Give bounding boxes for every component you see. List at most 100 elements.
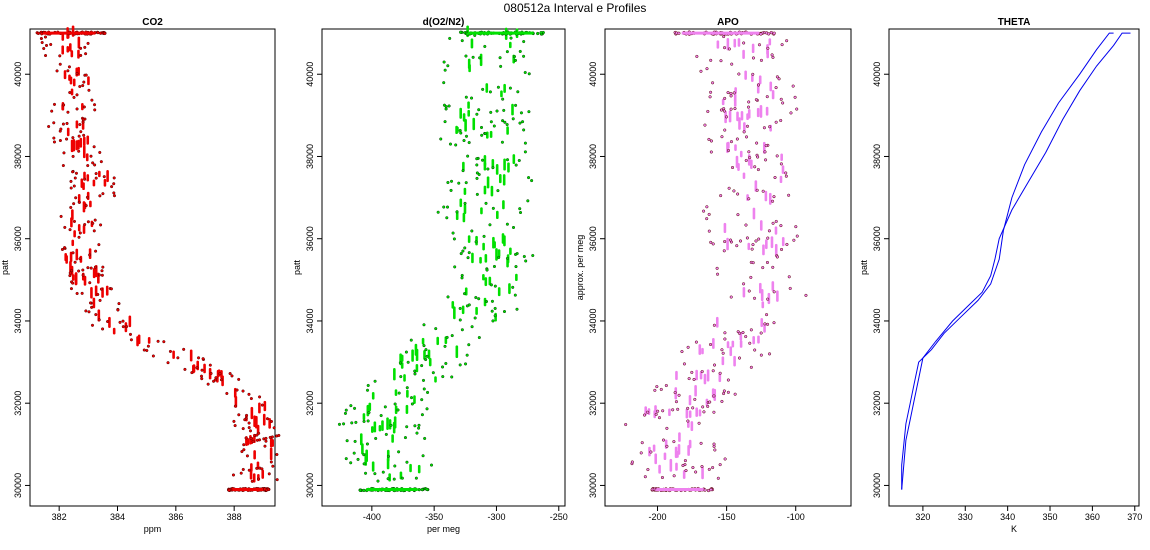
y-tick-label: 36000 bbox=[305, 226, 315, 251]
data-point bbox=[244, 436, 248, 440]
data-point bbox=[99, 223, 103, 227]
data-point bbox=[52, 140, 57, 144]
data-point bbox=[788, 286, 792, 290]
data-point bbox=[680, 350, 684, 354]
data-point bbox=[69, 179, 73, 183]
data-point bbox=[417, 426, 421, 430]
data-point bbox=[264, 436, 268, 440]
data-point bbox=[779, 97, 783, 101]
bottom-cluster-point bbox=[425, 487, 429, 492]
data-point bbox=[436, 210, 440, 214]
data-point bbox=[121, 319, 125, 323]
data-point bbox=[712, 394, 716, 398]
data-point bbox=[445, 205, 450, 209]
data-point bbox=[75, 71, 79, 76]
data-point bbox=[706, 109, 710, 114]
data-point bbox=[753, 165, 757, 169]
data-point bbox=[490, 309, 494, 313]
data-point bbox=[247, 421, 251, 425]
data-point bbox=[393, 464, 397, 468]
data-point bbox=[349, 461, 353, 465]
data-point bbox=[65, 137, 69, 141]
data-point bbox=[462, 292, 467, 296]
data-point bbox=[715, 272, 720, 276]
data-point bbox=[413, 369, 417, 373]
data-point bbox=[691, 465, 695, 470]
data-point bbox=[707, 212, 711, 216]
top-cluster-point bbox=[103, 31, 107, 36]
data-point bbox=[467, 303, 471, 307]
data-point bbox=[460, 328, 464, 332]
data-point bbox=[52, 136, 56, 140]
data-point bbox=[396, 408, 400, 412]
data-point bbox=[86, 41, 90, 45]
data-point bbox=[70, 269, 74, 273]
data-point bbox=[522, 254, 526, 259]
data-point bbox=[228, 371, 232, 376]
data-point bbox=[463, 201, 467, 205]
data-point bbox=[86, 220, 90, 224]
data-point bbox=[365, 388, 370, 392]
data-point bbox=[733, 392, 737, 396]
data-point bbox=[490, 299, 494, 303]
y-axis-label: patt bbox=[292, 259, 302, 275]
data-point bbox=[709, 90, 713, 94]
data-point bbox=[742, 282, 746, 286]
data-point bbox=[214, 376, 218, 380]
data-point bbox=[96, 292, 100, 297]
data-point bbox=[241, 427, 245, 431]
panel-title: CO2 bbox=[142, 17, 163, 28]
data-point bbox=[460, 39, 464, 43]
data-point bbox=[722, 389, 726, 393]
y-axis-label: patt bbox=[0, 259, 10, 275]
data-point bbox=[485, 268, 489, 272]
data-point bbox=[125, 325, 129, 329]
data-point bbox=[498, 56, 502, 60]
top-cluster-point bbox=[36, 31, 41, 36]
data-point bbox=[736, 192, 740, 196]
data-point bbox=[780, 43, 784, 47]
data-point bbox=[94, 313, 98, 317]
data-point bbox=[354, 420, 358, 424]
data-point bbox=[777, 77, 781, 81]
data-point bbox=[699, 69, 703, 73]
data-point bbox=[439, 137, 443, 141]
data-point bbox=[59, 127, 63, 131]
data-point bbox=[720, 135, 724, 139]
data-point bbox=[709, 58, 713, 62]
data-point bbox=[72, 219, 77, 223]
data-point bbox=[62, 103, 66, 107]
data-point bbox=[726, 148, 731, 153]
data-point bbox=[735, 244, 739, 248]
data-point bbox=[257, 438, 262, 442]
data-point bbox=[712, 444, 716, 448]
data-point bbox=[442, 205, 446, 209]
data-point bbox=[50, 109, 54, 113]
data-point bbox=[711, 466, 715, 470]
data-point bbox=[470, 229, 474, 233]
data-point bbox=[757, 237, 761, 241]
bottom-cluster-point bbox=[420, 487, 424, 492]
x-tick-label: -200 bbox=[649, 512, 667, 522]
data-point bbox=[77, 149, 81, 153]
data-point bbox=[505, 122, 509, 127]
data-point bbox=[768, 125, 772, 129]
data-point bbox=[707, 229, 711, 233]
data-point bbox=[99, 287, 103, 291]
data-point bbox=[711, 369, 715, 373]
data-point bbox=[700, 369, 704, 374]
plot-frame bbox=[888, 28, 1140, 507]
data-point bbox=[703, 123, 707, 127]
data-point bbox=[373, 379, 377, 383]
data-point bbox=[764, 158, 768, 162]
y-tick-label: 40000 bbox=[305, 62, 315, 87]
x-tick-label: 384 bbox=[110, 512, 125, 522]
data-point bbox=[779, 162, 783, 166]
data-point bbox=[519, 111, 523, 115]
data-point bbox=[421, 454, 425, 458]
data-point bbox=[792, 238, 796, 242]
data-point bbox=[190, 371, 194, 375]
data-point bbox=[93, 265, 97, 269]
data-point bbox=[450, 334, 454, 338]
y-tick-label: 38000 bbox=[588, 144, 598, 169]
